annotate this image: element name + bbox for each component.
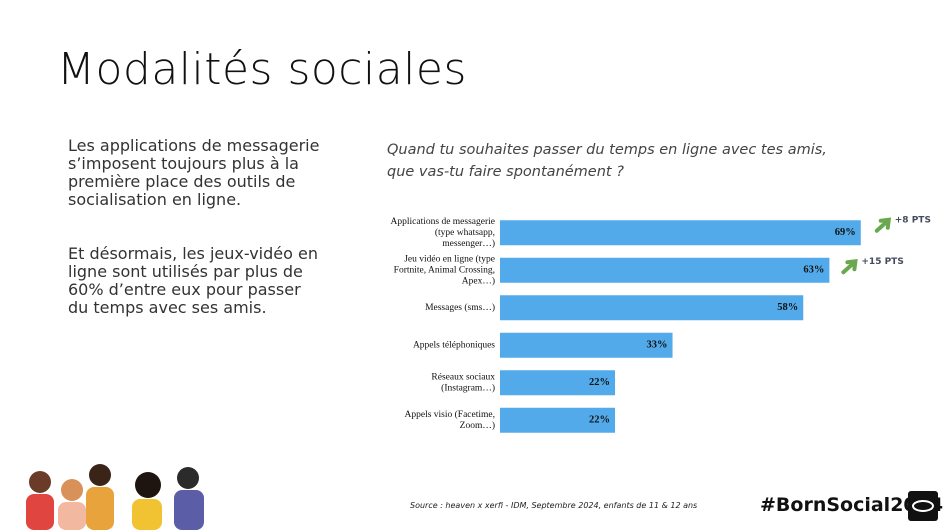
hashtag: #BornSocial2024: [760, 494, 944, 516]
category-label: Réseaux sociaux (Instagram…): [431, 372, 495, 393]
value-label: 69%: [835, 227, 856, 238]
slide-title: Modalités sociales: [57, 44, 467, 95]
trend-arrow: [841, 258, 858, 275]
bar: [500, 332, 673, 358]
bar: [500, 407, 616, 433]
value-label: 22%: [589, 377, 610, 388]
illustration: [26, 464, 204, 530]
value-label: 58%: [777, 302, 798, 313]
category-label: Jeu vidéo en ligne (type Fortnite, Animal…: [394, 253, 495, 286]
category-label: Appels téléphoniques: [413, 340, 495, 350]
paragraph: Les applications de messagerie s’imposen…: [68, 136, 320, 209]
category-label: Applications de messagerie (type whatsapp…: [391, 217, 495, 249]
bar: [500, 295, 804, 321]
category-label: Messages (sms…): [425, 302, 495, 313]
value-label: 63%: [803, 265, 824, 276]
value-label: 22%: [589, 415, 610, 426]
change-label: +15 PTS: [861, 257, 903, 267]
chart-title: Quand tu souhaites passer du temps en li…: [387, 142, 827, 180]
category-label: Appels visio (Facetime, Zoom…): [405, 409, 496, 431]
value-label: 33%: [647, 340, 668, 351]
paragraph: Et désormais, les jeux-vidéo en ligne so…: [68, 244, 318, 317]
logo: [908, 491, 938, 521]
trend-arrow: [874, 217, 892, 233]
source: Source : heaven x xerfi - IDM, Septembre…: [410, 501, 698, 510]
change-label: +8 PTS: [895, 215, 931, 225]
bar: [500, 370, 616, 396]
bar: [500, 257, 830, 283]
bar: [500, 220, 861, 246]
